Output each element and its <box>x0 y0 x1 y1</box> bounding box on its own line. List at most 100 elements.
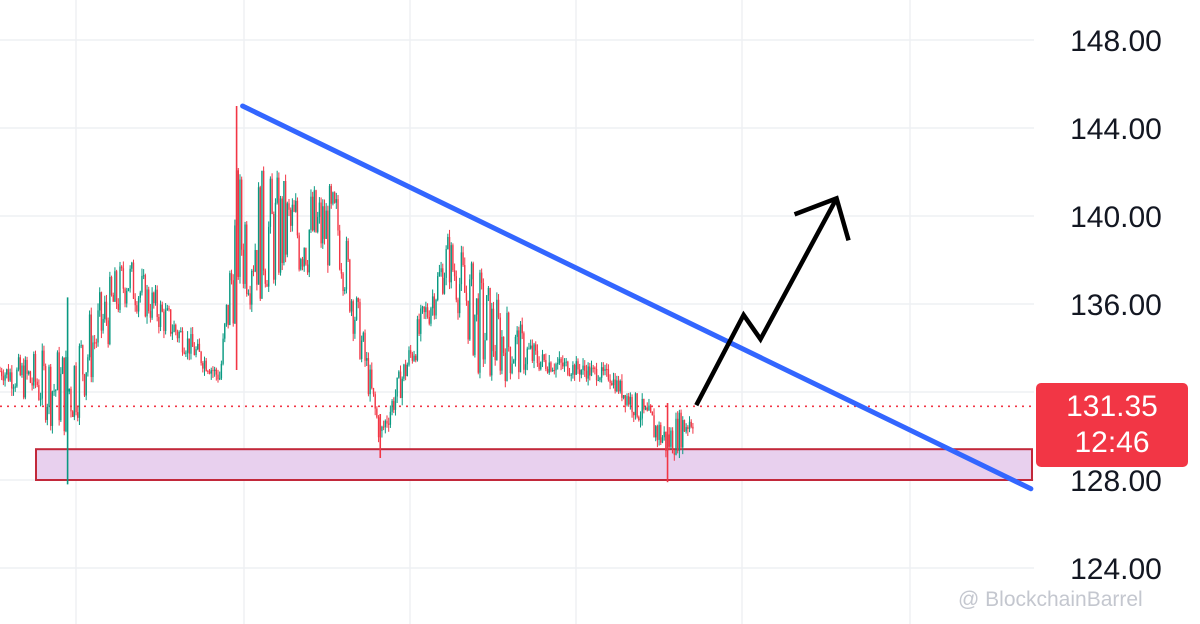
candle-body <box>212 370 214 372</box>
candle-body <box>234 225 236 324</box>
candle-body <box>354 319 356 334</box>
candle-body <box>320 202 322 244</box>
candle-body <box>325 210 327 239</box>
candle-body <box>92 342 94 378</box>
candle-body <box>50 366 52 426</box>
candle-body <box>491 308 493 376</box>
candle-body <box>237 170 239 277</box>
support-zone-rect <box>35 448 1033 482</box>
candle-body <box>61 357 64 374</box>
candle-body <box>658 424 660 440</box>
candle-body <box>75 365 77 413</box>
candle-body <box>332 192 334 204</box>
candle-body <box>555 364 557 371</box>
candle-body <box>9 372 11 381</box>
candle-body <box>225 304 228 324</box>
candle-body <box>518 330 520 373</box>
candle-body <box>575 361 577 375</box>
candle-body <box>127 288 130 291</box>
candle-body <box>131 262 133 269</box>
candle-body <box>391 401 393 412</box>
candle-body <box>479 272 481 373</box>
candle-body <box>497 299 500 318</box>
candle-body <box>289 209 292 226</box>
candle-body <box>465 292 468 301</box>
candle-body <box>484 340 486 360</box>
candle-body <box>126 290 128 304</box>
candle-body <box>249 293 251 305</box>
candle-body <box>230 273 233 281</box>
candle-body <box>548 362 550 373</box>
candle-body <box>31 382 33 386</box>
candle-body <box>384 420 387 427</box>
candle-body <box>641 398 643 419</box>
candle-body <box>420 308 422 334</box>
candle-body <box>208 371 211 374</box>
candle-body <box>435 299 437 316</box>
candle-body <box>445 249 447 278</box>
candle-body <box>516 330 518 337</box>
candle-body <box>78 346 81 418</box>
candle-body <box>70 388 72 412</box>
candle-body <box>119 266 121 310</box>
candle-body <box>48 366 50 407</box>
candle-body <box>619 380 621 392</box>
candle-body <box>102 318 104 331</box>
candle-body <box>85 372 87 396</box>
candle-body <box>513 360 515 364</box>
candle-body <box>246 224 248 294</box>
candle-body <box>266 283 268 287</box>
candle-body <box>33 354 35 386</box>
candle-body <box>595 368 598 381</box>
candle-body <box>511 363 513 374</box>
candle-body <box>563 362 566 367</box>
candle-body <box>44 366 47 420</box>
candle-body <box>570 374 572 376</box>
candle-body <box>550 362 552 372</box>
candle-body <box>323 206 326 239</box>
candle-body <box>651 411 654 416</box>
candle-body <box>278 177 280 273</box>
candle-body <box>396 377 398 397</box>
candle-body <box>614 379 616 392</box>
candle-body <box>166 308 169 311</box>
candle-body <box>631 397 633 413</box>
candle-body <box>480 272 483 283</box>
candle-body <box>673 453 676 455</box>
candle-body <box>482 282 485 360</box>
candle-body <box>448 236 451 283</box>
candle-body <box>507 312 510 348</box>
candle-body <box>546 369 549 373</box>
candle-body <box>53 390 55 392</box>
candle-body <box>117 303 119 310</box>
candle-body <box>553 369 556 371</box>
candle-body <box>386 420 388 424</box>
candle-body <box>590 367 593 376</box>
candle-body <box>692 426 694 429</box>
candle-body <box>56 352 59 391</box>
projection-arrow-path <box>694 197 839 407</box>
candle-body <box>210 370 212 374</box>
candle-body <box>452 245 454 271</box>
candle-body <box>90 314 92 378</box>
candle-body <box>682 420 684 448</box>
candle-body <box>643 398 645 410</box>
candle-body <box>678 412 681 451</box>
candle-body <box>600 367 603 378</box>
candle-body <box>129 268 131 289</box>
candle-body <box>502 336 505 353</box>
candle-body <box>627 396 630 405</box>
candle-body <box>367 358 370 395</box>
candle-body <box>492 308 495 352</box>
candle-body <box>655 426 657 438</box>
candle-body <box>215 369 218 375</box>
candle-body <box>675 418 677 455</box>
candle-body <box>622 395 625 398</box>
watermark-text: @ BlockchainBarrel <box>958 588 1143 611</box>
candle-body <box>200 351 202 364</box>
y-tick-label: 124.00 <box>1070 553 1162 586</box>
candle-body <box>680 412 682 448</box>
candle-body <box>213 369 216 372</box>
candle-body <box>21 365 23 376</box>
